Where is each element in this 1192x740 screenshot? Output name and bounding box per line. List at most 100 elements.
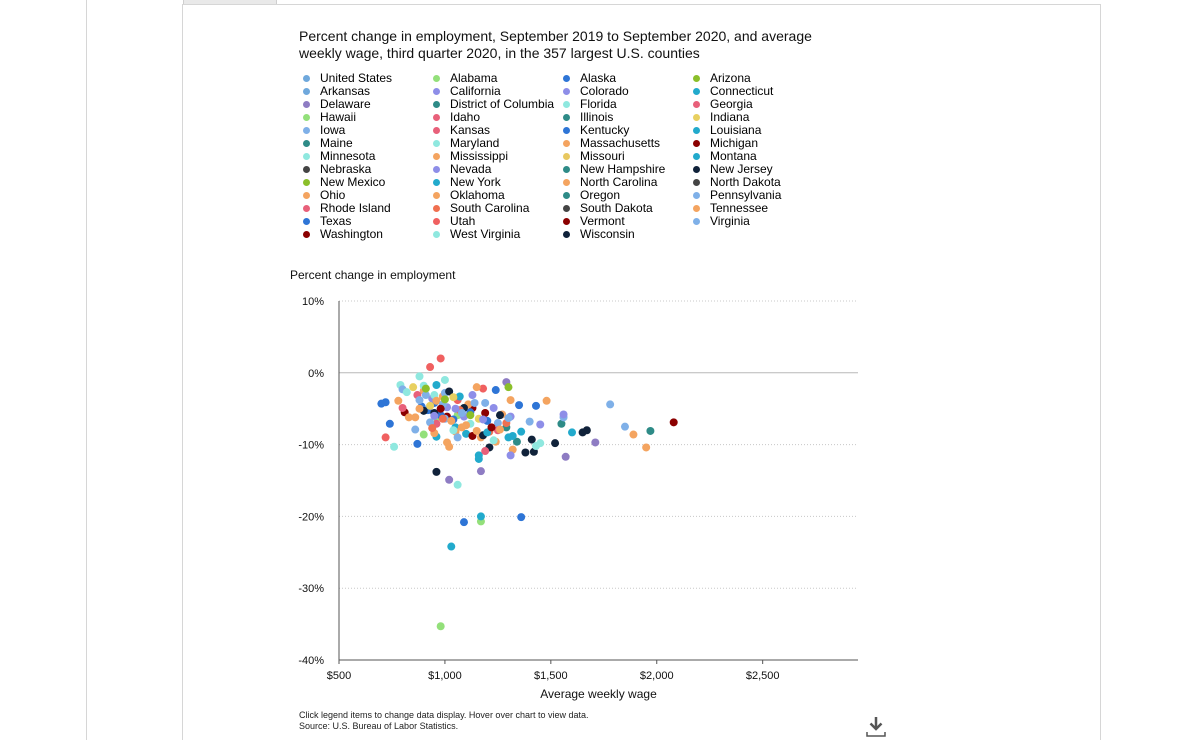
- data-point[interactable]: [390, 442, 399, 451]
- data-point[interactable]: [415, 396, 424, 405]
- data-point[interactable]: [436, 354, 445, 363]
- data-point[interactable]: [642, 443, 651, 452]
- data-point[interactable]: [445, 475, 454, 484]
- data-point[interactable]: [440, 395, 449, 404]
- data-point[interactable]: [479, 384, 488, 393]
- data-point[interactable]: [443, 438, 452, 447]
- data-point[interactable]: [568, 428, 577, 437]
- data-point[interactable]: [462, 421, 471, 430]
- data-point[interactable]: [453, 433, 462, 442]
- data-point[interactable]: [402, 388, 411, 397]
- data-point[interactable]: [527, 435, 536, 444]
- data-point[interactable]: [591, 438, 600, 447]
- data-point[interactable]: [646, 426, 655, 435]
- data-point[interactable]: [436, 404, 445, 413]
- data-point[interactable]: [430, 411, 439, 420]
- data-point[interactable]: [426, 363, 435, 372]
- legend-label: Kentucky: [580, 123, 630, 137]
- data-point[interactable]: [476, 467, 485, 476]
- data-point[interactable]: [487, 423, 496, 432]
- data-point[interactable]: [451, 404, 460, 413]
- data-point[interactable]: [536, 420, 545, 429]
- legend-label: California: [450, 84, 501, 98]
- data-point[interactable]: [462, 429, 471, 438]
- data-point[interactable]: [525, 417, 534, 426]
- data-point[interactable]: [436, 622, 445, 631]
- data-point[interactable]: [532, 401, 541, 410]
- data-point[interactable]: [449, 393, 458, 402]
- data-point[interactable]: [421, 391, 430, 400]
- data-point[interactable]: [517, 513, 526, 522]
- data-point[interactable]: [481, 447, 490, 456]
- data-point[interactable]: [385, 419, 394, 428]
- data-point[interactable]: [445, 387, 454, 396]
- data-point[interactable]: [432, 396, 441, 405]
- data-point[interactable]: [419, 430, 428, 439]
- data-point[interactable]: [620, 422, 629, 431]
- data-point[interactable]: [428, 424, 437, 433]
- download-button[interactable]: [864, 715, 888, 739]
- data-point[interactable]: [512, 437, 521, 446]
- data-point[interactable]: [415, 404, 424, 413]
- data-point[interactable]: [459, 518, 468, 527]
- data-point[interactable]: [481, 398, 490, 407]
- data-point[interactable]: [521, 448, 530, 457]
- data-point[interactable]: [381, 433, 390, 442]
- data-point[interactable]: [542, 396, 551, 405]
- data-point[interactable]: [489, 436, 498, 445]
- scatter-chart[interactable]: 10% 0% -10% -20% -30% -40%$500 $1,000 $1,500 $2,…: [280, 288, 880, 708]
- data-point[interactable]: [411, 425, 420, 434]
- data-point[interactable]: [493, 419, 502, 428]
- data-point[interactable]: [532, 442, 541, 451]
- data-point[interactable]: [394, 396, 403, 405]
- data-point[interactable]: [508, 431, 517, 440]
- data-point[interactable]: [438, 414, 447, 423]
- data-point[interactable]: [606, 400, 615, 409]
- data-point[interactable]: [432, 467, 441, 476]
- data-point[interactable]: [381, 398, 390, 407]
- data-point[interactable]: [489, 403, 498, 412]
- data-point[interactable]: [495, 411, 504, 420]
- data-point[interactable]: [629, 430, 638, 439]
- data-point[interactable]: [476, 512, 485, 521]
- data-point[interactable]: [557, 419, 566, 428]
- legend-marker-icon: [693, 140, 700, 147]
- data-point[interactable]: [517, 427, 526, 436]
- data-point[interactable]: [447, 542, 456, 551]
- data-point[interactable]: [466, 411, 475, 420]
- data-point[interactable]: [440, 375, 449, 384]
- data-point[interactable]: [421, 384, 430, 393]
- data-point[interactable]: [457, 409, 466, 418]
- data-point[interactable]: [470, 398, 479, 407]
- data-point[interactable]: [449, 426, 458, 435]
- data-point[interactable]: [582, 426, 591, 435]
- data-point[interactable]: [559, 410, 568, 419]
- data-point[interactable]: [506, 451, 515, 460]
- data-point[interactable]: [551, 439, 560, 448]
- data-point[interactable]: [455, 392, 464, 401]
- data-point[interactable]: [669, 418, 678, 427]
- data-point[interactable]: [409, 383, 418, 392]
- data-point[interactable]: [491, 386, 500, 395]
- data-point[interactable]: [504, 383, 513, 392]
- data-point[interactable]: [432, 381, 441, 390]
- data-point[interactable]: [404, 413, 413, 422]
- data-point[interactable]: [472, 426, 481, 435]
- data-point[interactable]: [479, 415, 488, 424]
- data-point[interactable]: [481, 409, 490, 418]
- data-point[interactable]: [453, 480, 462, 489]
- data-point[interactable]: [411, 413, 420, 422]
- data-point[interactable]: [504, 414, 513, 423]
- data-point[interactable]: [472, 383, 481, 392]
- data-point[interactable]: [398, 403, 407, 412]
- data-point[interactable]: [447, 416, 456, 425]
- data-point[interactable]: [468, 391, 477, 400]
- data-point[interactable]: [474, 454, 483, 463]
- data-point[interactable]: [495, 425, 504, 434]
- data-point[interactable]: [426, 401, 435, 410]
- data-point[interactable]: [415, 372, 424, 381]
- data-point[interactable]: [515, 401, 524, 410]
- data-point[interactable]: [506, 396, 515, 405]
- data-point[interactable]: [561, 452, 570, 461]
- data-point[interactable]: [413, 439, 422, 448]
